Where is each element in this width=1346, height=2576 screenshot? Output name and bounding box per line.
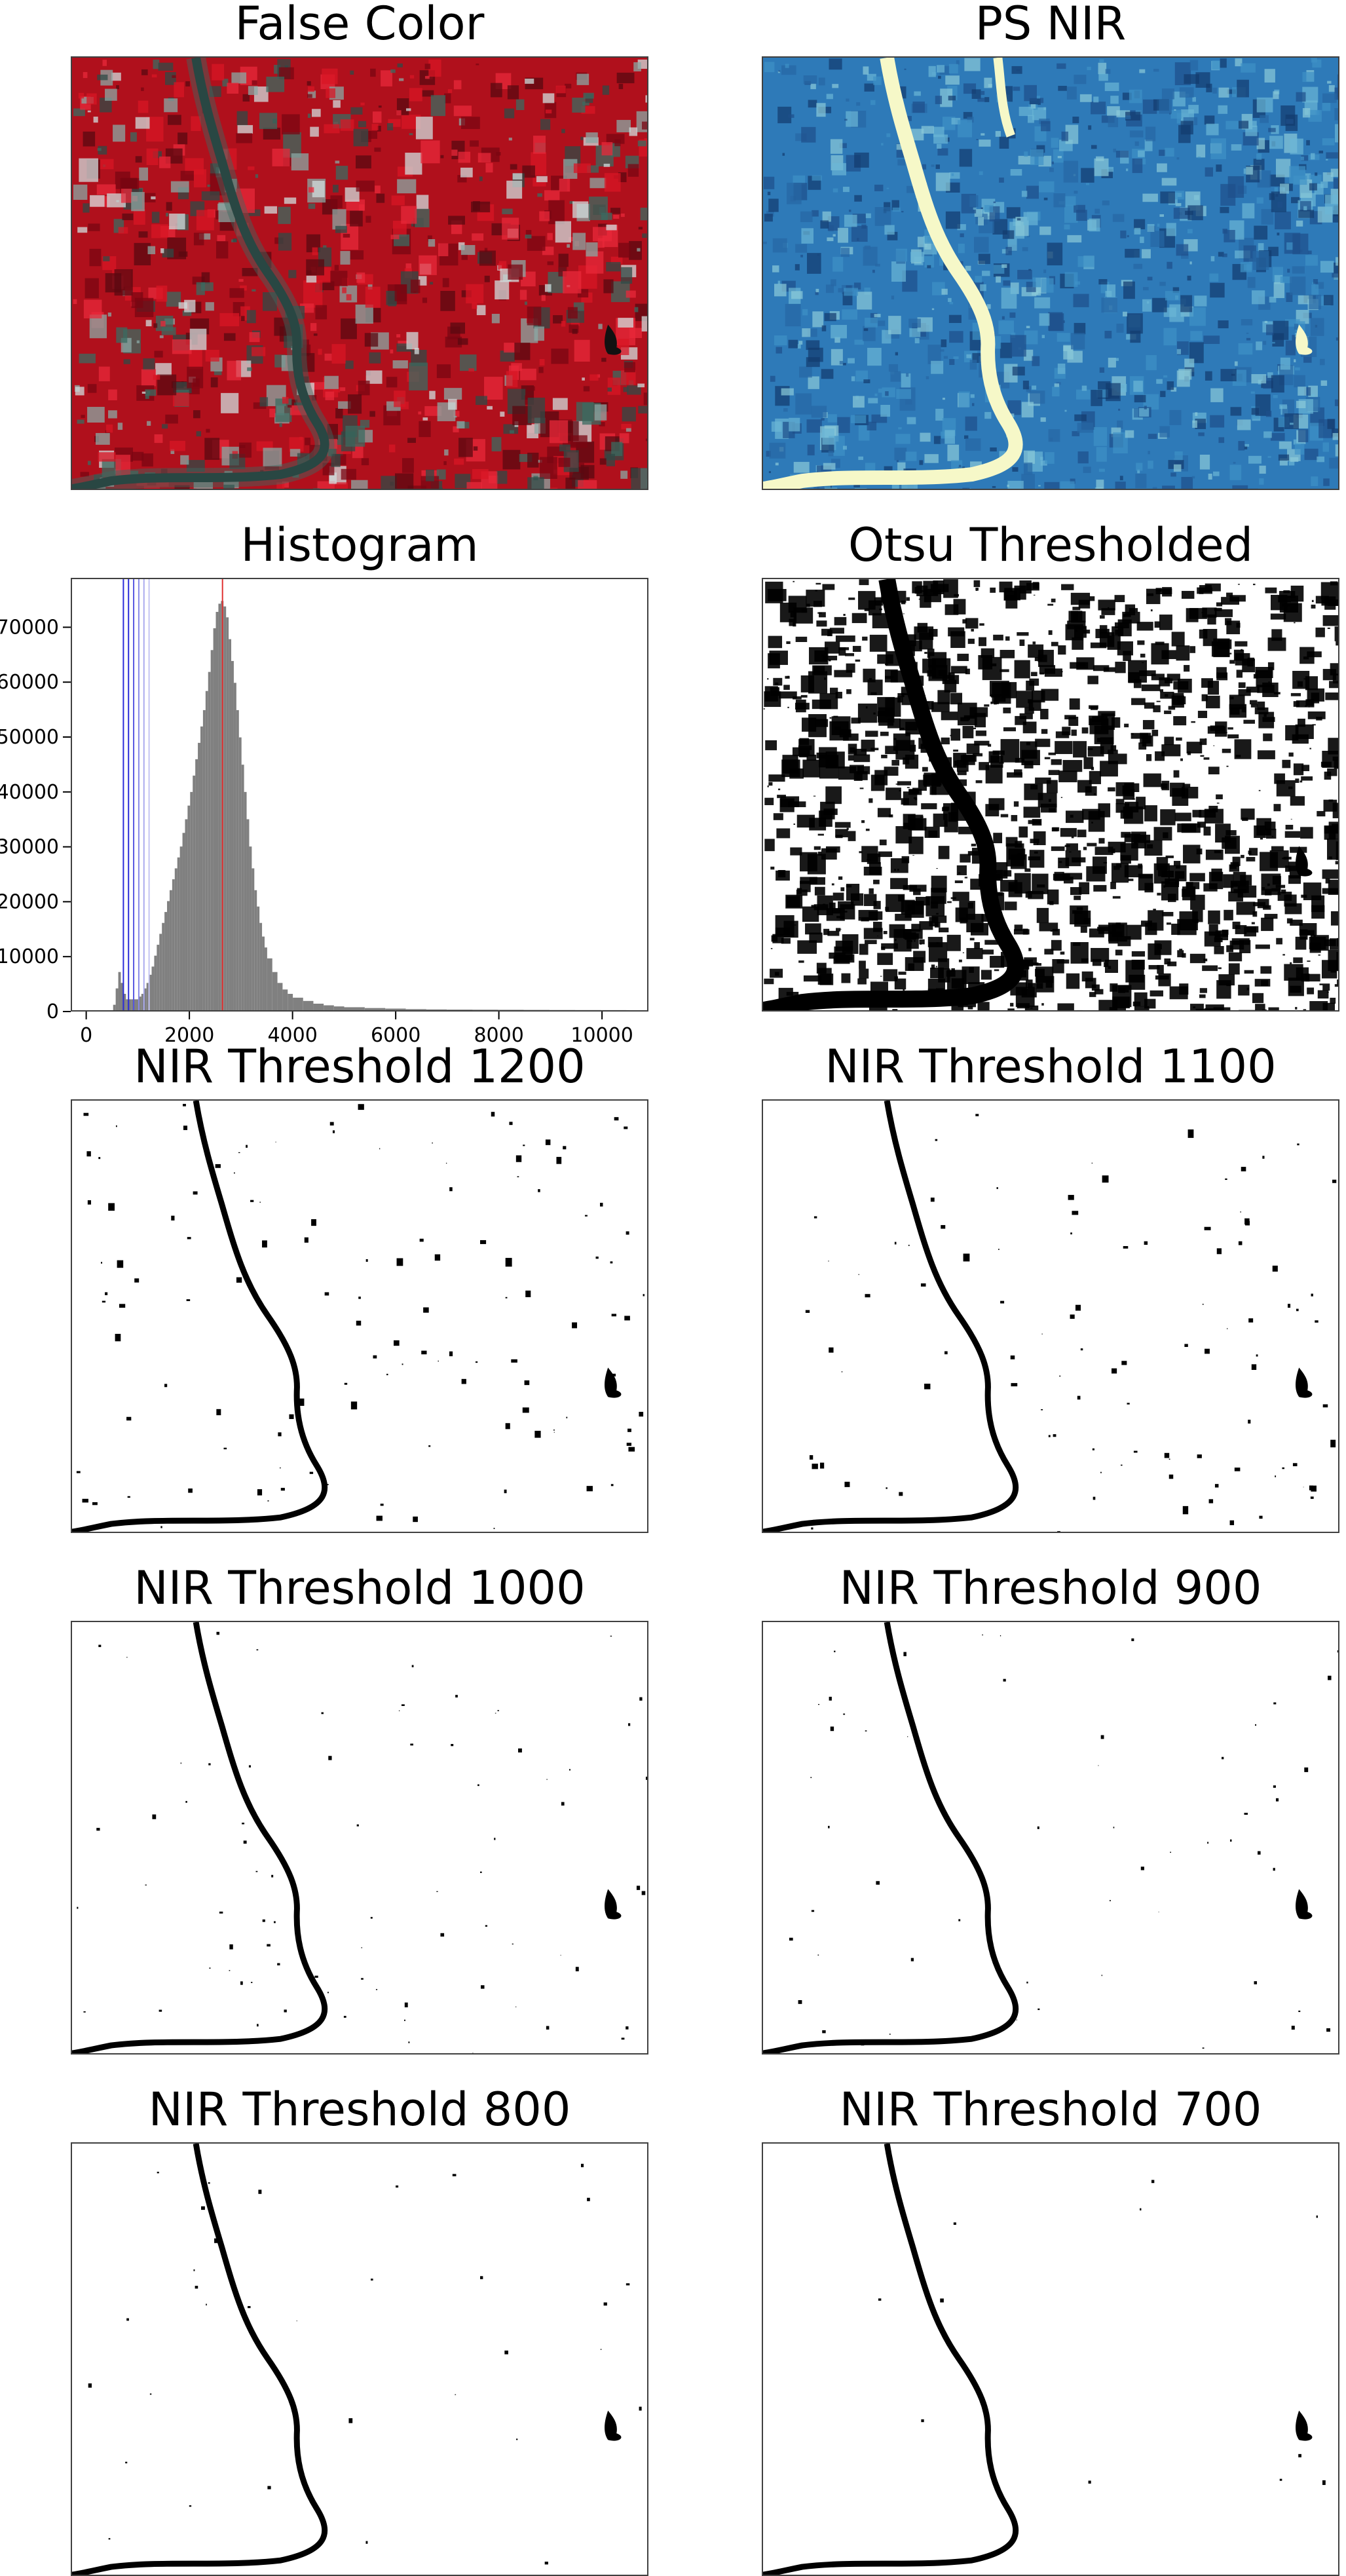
y-tick-label: 10000 bbox=[0, 945, 59, 968]
panel-title: NIR Threshold 700 bbox=[696, 2083, 1346, 2136]
y-tick-label: 20000 bbox=[0, 890, 59, 913]
image-background bbox=[763, 2144, 1338, 2575]
image-background bbox=[72, 2144, 647, 2575]
nir-700-image bbox=[763, 2144, 1338, 2575]
nir-800-image bbox=[72, 2144, 647, 2575]
nir-700-axes bbox=[762, 2142, 1339, 2576]
nir-800-axes bbox=[71, 2142, 648, 2576]
otsu-image bbox=[763, 579, 1338, 1010]
nir-1100-image bbox=[763, 1101, 1338, 1532]
image-background bbox=[763, 1101, 1338, 1532]
panel-title: NIR Threshold 1000 bbox=[5, 1562, 714, 1614]
image-background bbox=[72, 1101, 647, 1532]
panel-title: NIR Threshold 900 bbox=[696, 1562, 1346, 1614]
y-tick-label: 30000 bbox=[0, 836, 59, 859]
nir-900-image bbox=[763, 1622, 1338, 2053]
y-tick-label: 40000 bbox=[0, 781, 59, 804]
y-tick-label: 60000 bbox=[0, 671, 59, 694]
image-background bbox=[763, 1622, 1338, 2053]
nir-1200-image bbox=[72, 1101, 647, 1532]
nir-1100-axes bbox=[762, 1099, 1339, 1533]
panel-title: NIR Threshold 1200 bbox=[5, 1040, 714, 1093]
y-tick-label: 50000 bbox=[0, 726, 59, 749]
panel-title: NIR Threshold 800 bbox=[5, 2083, 714, 2136]
y-tick-label: 0 bbox=[47, 1000, 59, 1023]
y-tick-label: 70000 bbox=[0, 616, 59, 639]
otsu-axes bbox=[762, 578, 1339, 1012]
nir-1200-axes bbox=[71, 1099, 648, 1533]
nir-900-axes bbox=[762, 1621, 1339, 2055]
image-background bbox=[72, 1622, 647, 2053]
panel-title: Otsu Thresholded bbox=[696, 519, 1346, 571]
nir-1000-image bbox=[72, 1622, 647, 2053]
panel-title: NIR Threshold 1100 bbox=[696, 1040, 1346, 1093]
nir-1000-axes bbox=[71, 1621, 648, 2055]
